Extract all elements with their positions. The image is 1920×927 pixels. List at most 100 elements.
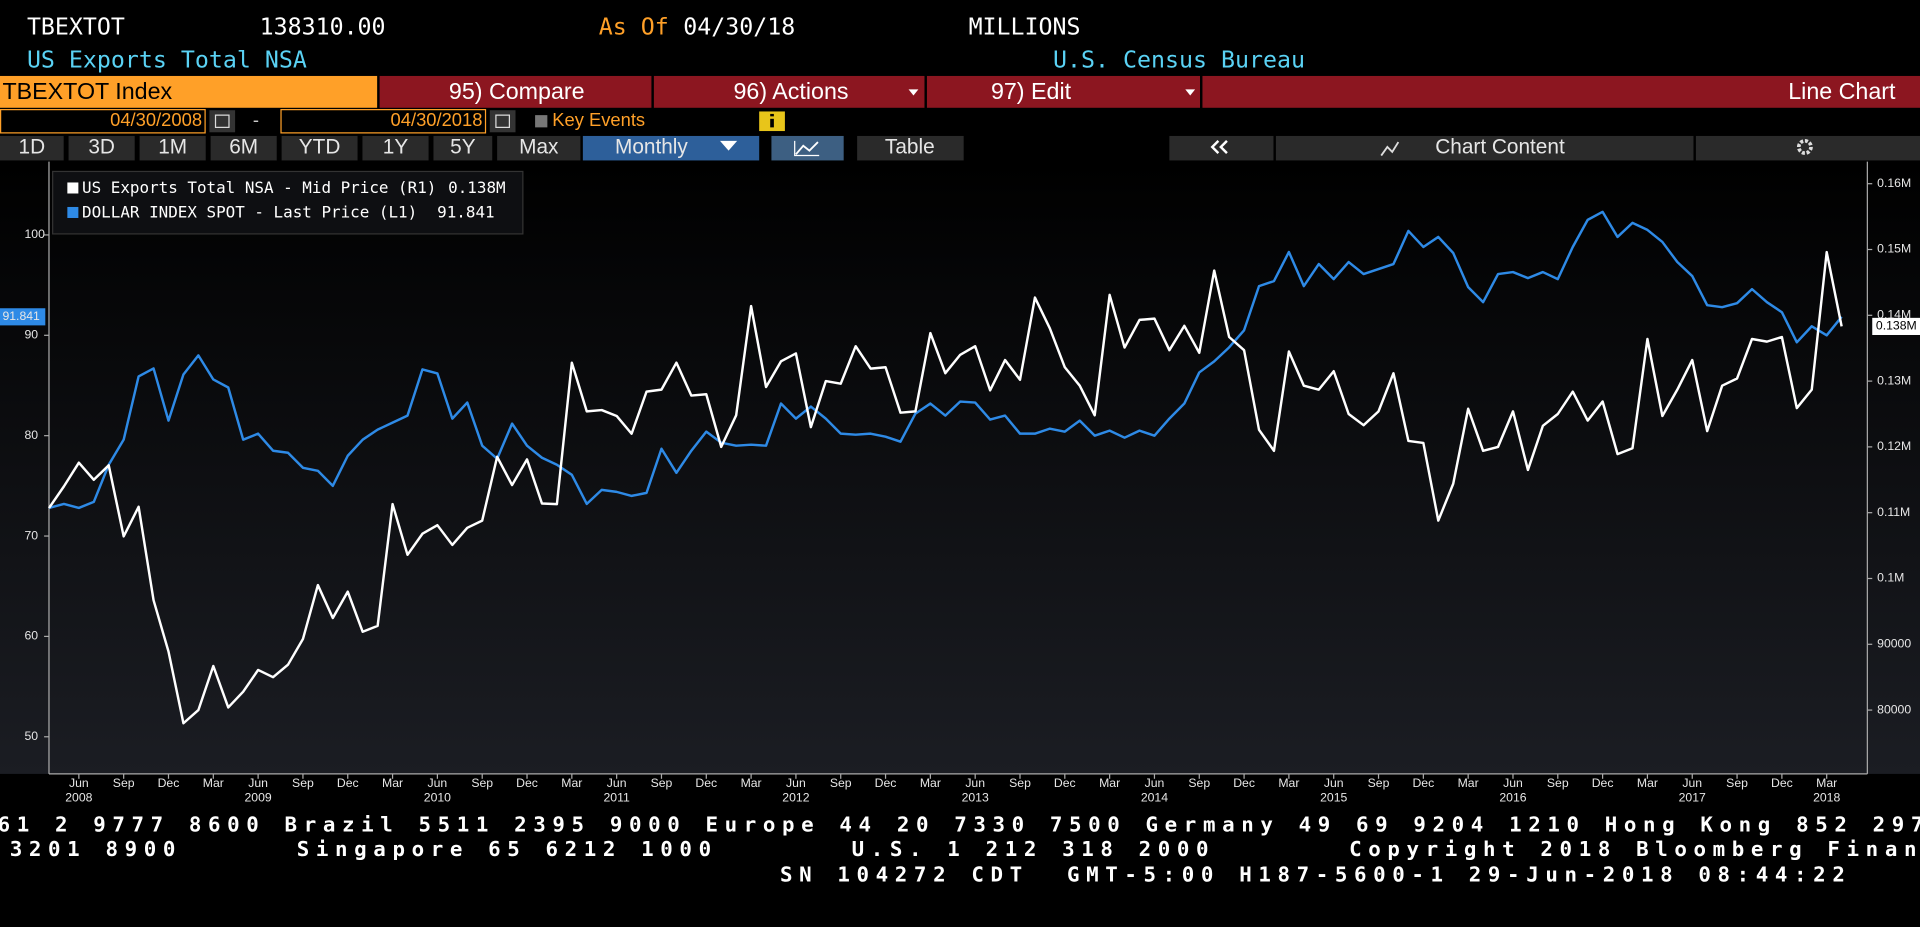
x-year-label: 2015 <box>1320 791 1347 805</box>
x-tick-label: Sep <box>830 776 852 790</box>
x-tick-label: Dec <box>516 776 538 790</box>
menu-label: 95) Compare <box>449 78 585 104</box>
dropdown-arrow <box>908 89 919 96</box>
x-tick-label: Mar <box>1816 776 1837 790</box>
x-tick-label: Sep <box>1009 776 1031 790</box>
x-tick-label: Sep <box>1188 776 1210 790</box>
menu-label: 97) Edit <box>991 78 1072 104</box>
range-label: 6M <box>229 136 258 159</box>
end-date: 04/30/2018 <box>391 109 483 130</box>
series-line <box>48 210 1843 510</box>
range-label: 1Y <box>383 136 409 159</box>
legend-swatch <box>67 182 79 194</box>
menu-label: 96) Actions <box>734 78 849 104</box>
x-year-label: 2013 <box>962 791 989 805</box>
chart-icon <box>794 140 820 157</box>
collapse-icon <box>1219 139 1228 154</box>
x-tick-label: Sep <box>1547 776 1569 790</box>
range-label: 5Y <box>450 136 476 159</box>
legend-value: 0.138M <box>448 178 505 197</box>
range-button[interactable] <box>68 135 135 161</box>
x-tick-label: Sep <box>651 776 673 790</box>
x-year-label: 2008 <box>65 791 92 805</box>
y-tick-label: 60 <box>24 629 38 643</box>
x-tick-label: Sep <box>1368 776 1390 790</box>
key-events-label: Key Events <box>552 109 645 130</box>
y2-tick-label: 80000 <box>1877 702 1911 716</box>
info-icon <box>770 113 774 117</box>
plot-background <box>0 161 1920 774</box>
units: MILLIONS <box>969 14 1081 41</box>
range-button[interactable] <box>497 135 581 161</box>
dropdown-arrow <box>1185 89 1196 96</box>
y-tick-label: 70 <box>24 528 38 542</box>
x-tick-label: Jun <box>786 776 806 790</box>
key-events-checkbox[interactable] <box>535 115 548 128</box>
last-value: 138310.00 <box>260 14 386 41</box>
x-tick-label: Jun <box>428 776 448 790</box>
x-tick-label: Mar <box>382 776 403 790</box>
series-line <box>47 250 1843 725</box>
calendar-button[interactable] <box>489 110 516 133</box>
y-tick-label: 90 <box>24 328 38 342</box>
security-label: TBEXTOT Index <box>2 78 172 104</box>
footer-line: SN 104272 CDT GMT-5:00 H187-5600-1 29-Ju… <box>780 863 1851 887</box>
x-tick-label: Sep <box>471 776 493 790</box>
calendar-button[interactable] <box>209 110 236 133</box>
x-tick-label: Jun <box>1324 776 1344 790</box>
range-button[interactable] <box>210 135 277 161</box>
x-tick-label: Jun <box>248 776 268 790</box>
menu-edit[interactable] <box>926 75 1200 108</box>
x-year-label: 2016 <box>1499 791 1526 805</box>
source: U.S. Census Bureau <box>1053 47 1305 74</box>
x-tick-label: Sep <box>1726 776 1748 790</box>
range-label: 1M <box>158 136 187 159</box>
x-tick-label: Dec <box>337 776 359 790</box>
security-box[interactable] <box>0 75 378 108</box>
y2-tick-label: 0.16M <box>1877 176 1911 190</box>
y2-tick-label: 0.1M <box>1877 571 1904 585</box>
range-button[interactable] <box>433 135 493 161</box>
security-name: US Exports Total NSA <box>27 47 307 74</box>
x-tick-label: Mar <box>561 776 582 790</box>
last-value-label: 91.841 <box>2 309 40 323</box>
last-value-flag <box>1872 317 1920 335</box>
x-tick-label: Mar <box>1099 776 1120 790</box>
table-button[interactable] <box>857 135 964 161</box>
x-tick-label: Jun <box>965 776 985 790</box>
range-button[interactable] <box>139 135 206 161</box>
range-button[interactable] <box>0 135 64 161</box>
chart-content-button[interactable] <box>1275 135 1694 161</box>
x-tick-label: Jun <box>1682 776 1702 790</box>
start-date: 04/30/2008 <box>110 109 202 130</box>
x-tick-label: Jun <box>69 776 89 790</box>
range-button[interactable] <box>281 135 358 161</box>
end-date-field[interactable] <box>280 109 487 134</box>
range-label: 3D <box>88 136 115 159</box>
x-tick-label: Dec <box>1233 776 1255 790</box>
ticker: TBEXTOT <box>27 14 125 41</box>
x-tick-label: Jun <box>1503 776 1523 790</box>
menu-compare[interactable] <box>379 75 652 108</box>
menu-actions[interactable] <box>653 75 925 108</box>
start-date-field[interactable] <box>0 109 206 134</box>
legend <box>52 170 524 235</box>
range-button[interactable] <box>362 135 429 161</box>
x-tick-label: Dec <box>1412 776 1434 790</box>
x-tick-label: Dec <box>158 776 180 790</box>
y-tick-label: 100 <box>24 227 45 241</box>
x-tick-label: Mar <box>1458 776 1479 790</box>
x-tick-label: Dec <box>1771 776 1793 790</box>
x-tick-label: Mar <box>920 776 941 790</box>
x-year-label: 2018 <box>1813 791 1840 805</box>
legend-swatch <box>67 206 79 218</box>
x-tick-label: Jun <box>1145 776 1165 790</box>
legend-label: US Exports Total NSA - Mid Price (R1) <box>82 178 436 197</box>
chart-type-box[interactable] <box>1202 75 1920 108</box>
chart-content-icon <box>1380 141 1400 157</box>
x-tick-label: Sep <box>292 776 314 790</box>
calendar-icon <box>214 114 230 128</box>
legend-value: 91.841 <box>437 203 494 222</box>
x-tick-label: Dec <box>875 776 897 790</box>
